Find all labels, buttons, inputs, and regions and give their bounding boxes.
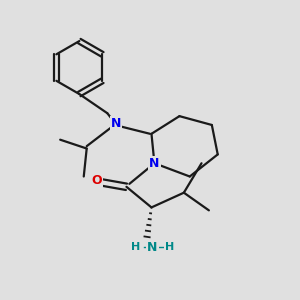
Text: H: H: [131, 242, 140, 252]
Text: N: N: [111, 117, 121, 130]
Text: N: N: [149, 157, 160, 170]
Text: N: N: [147, 241, 158, 254]
Text: O: O: [92, 174, 102, 188]
Text: H: H: [164, 242, 174, 252]
